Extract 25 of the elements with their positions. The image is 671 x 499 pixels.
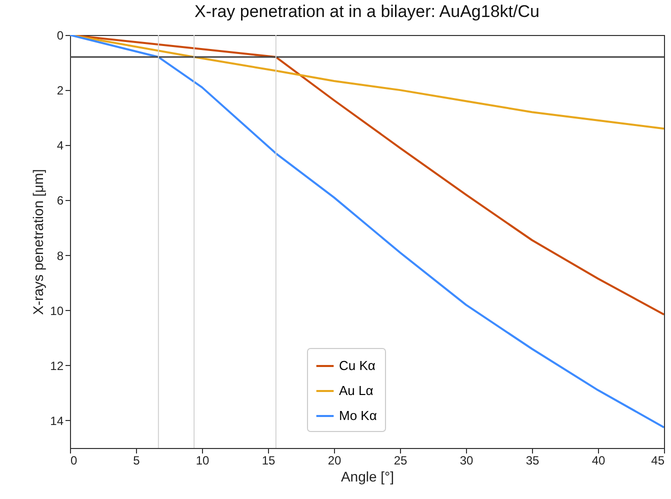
y-tick-label: 8: [56, 248, 64, 263]
x-tick-label: 40: [592, 454, 606, 468]
legend-label: Cu Kα: [339, 358, 376, 373]
y-axis-title: X-rays penetration [μm]: [30, 169, 46, 315]
y-tick-label: 2: [56, 84, 64, 98]
legend-label: Mo Kα: [339, 408, 378, 423]
x-tick-label: 15: [262, 454, 276, 468]
chart-title: X-ray penetration at in a bilayer: AuAg18kt/Cu: [194, 2, 540, 21]
x-axis-title: Angle [°]: [340, 468, 394, 484]
y-tick-label: 0: [56, 28, 64, 42]
x-tick-label: 35: [526, 454, 540, 468]
y-tick-label: 14: [50, 414, 64, 428]
legend-label: Au Lα: [339, 383, 374, 398]
y-tick-label: 12: [50, 358, 64, 373]
x-tick-label: 0: [70, 454, 78, 468]
x-tick-label: 30: [460, 454, 474, 468]
x-tick-label: 5: [133, 454, 140, 468]
y-tick-label: 10: [50, 304, 64, 318]
x-tick-label: 45: [651, 454, 665, 468]
y-tick-label: 4: [56, 138, 64, 153]
line-series: [70, 35, 664, 428]
y-tick-label: 6: [56, 194, 64, 208]
x-tick-label: 20: [328, 454, 342, 468]
x-tick-label: 25: [394, 454, 408, 468]
x-tick-label: 10: [196, 454, 210, 468]
